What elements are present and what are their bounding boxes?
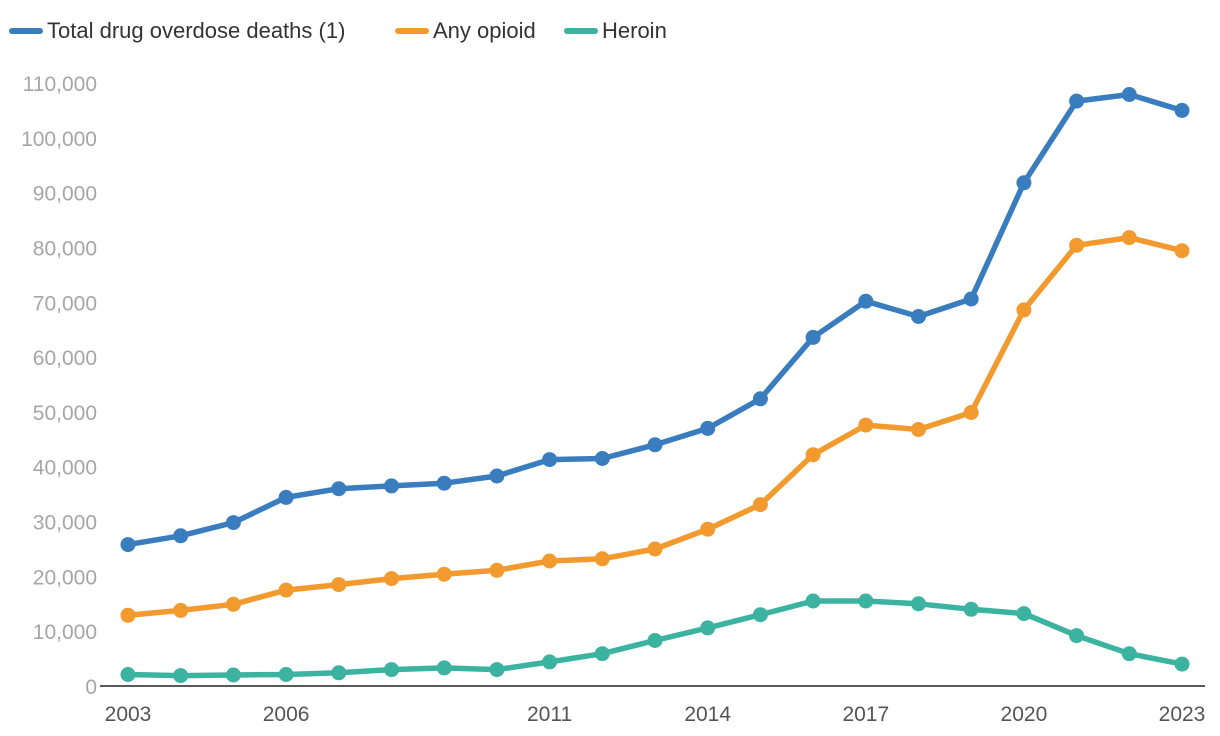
x-axis: 2003 2006 2011 2014 2017 2020 2023: [100, 685, 1206, 726]
data-point-any-opioid-2021: [1069, 237, 1085, 253]
data-point-total-drug-overdose-deaths-1-2020: [1016, 175, 1032, 191]
y-tick-label: 0: [85, 676, 97, 699]
data-point-total-drug-overdose-deaths-1-2003: [120, 537, 136, 553]
data-point-any-opioid-2003: [120, 607, 136, 623]
data-point-any-opioid-2018: [911, 422, 926, 437]
y-tick-label: 80,000: [33, 237, 97, 260]
data-point-total-drug-overdose-deaths-1-2022: [1121, 87, 1137, 102]
data-point-any-opioid-2004: [173, 602, 189, 618]
data-point-heroin-2023: [1174, 656, 1190, 672]
y-tick-label: 40,000: [33, 457, 97, 480]
data-point-any-opioid-2007: [331, 577, 347, 593]
data-point-total-drug-overdose-deaths-1-2021: [1069, 93, 1085, 109]
data-point-heroin-2014: [700, 620, 716, 636]
y-tick-label: 10,000: [33, 621, 97, 644]
data-point-any-opioid-2014: [700, 521, 716, 537]
data-point-total-drug-overdose-deaths-1-2011: [542, 452, 558, 468]
data-point-any-opioid-2012: [594, 551, 610, 567]
series-total-drug-overdose-deaths-1: [120, 87, 1190, 553]
series-group: [120, 87, 1190, 684]
data-point-total-drug-overdose-deaths-1-2018: [911, 309, 926, 324]
data-point-heroin-2011: [542, 654, 558, 670]
data-point-total-drug-overdose-deaths-1-2013: [647, 437, 663, 453]
data-point-heroin-2007: [331, 665, 347, 681]
data-point-any-opioid-2009: [436, 566, 452, 582]
y-tick-label: 100,000: [21, 128, 97, 151]
data-point-any-opioid-2023: [1174, 243, 1190, 259]
x-tick-label: 2006: [263, 703, 310, 726]
x-tick-label: 2003: [105, 703, 152, 726]
data-point-total-drug-overdose-deaths-1-2016: [805, 329, 821, 345]
y-tick-label: 50,000: [33, 402, 97, 425]
y-tick-label: 30,000: [33, 512, 97, 535]
data-point-heroin-2015: [752, 607, 768, 623]
data-point-any-opioid-2022: [1121, 230, 1137, 246]
legend-label: Heroin: [602, 18, 667, 43]
data-point-heroin-2004: [173, 668, 189, 684]
data-point-heroin-2008: [384, 662, 399, 678]
y-axis: 0 10,000 20,000 30,000 40,000 50,000 60,000 70,…: [21, 73, 97, 699]
legend-item-heroin: Heroin: [564, 18, 667, 43]
data-point-any-opioid-2008: [384, 571, 399, 587]
data-point-heroin-2010: [489, 662, 505, 678]
series-heroin: [120, 593, 1190, 684]
x-tick-label: 2011: [527, 703, 572, 726]
data-point-total-drug-overdose-deaths-1-2004: [173, 528, 189, 544]
data-point-heroin-2020: [1016, 606, 1032, 622]
series-line-total-drug-overdose-deaths-1: [125, 91, 1185, 548]
x-tick-label: 2020: [1001, 703, 1048, 726]
y-tick-label: 70,000: [33, 292, 97, 315]
data-point-heroin-2009: [436, 660, 452, 676]
series-any-opioid: [120, 230, 1190, 623]
data-point-heroin-2016: [805, 593, 821, 609]
data-point-heroin-2013: [647, 633, 663, 648]
data-point-any-opioid-2019: [963, 405, 979, 420]
data-point-total-drug-overdose-deaths-1-2014: [700, 420, 716, 436]
series-line-any-opioid: [125, 234, 1185, 619]
data-point-total-drug-overdose-deaths-1-2008: [384, 478, 399, 494]
legend: Total drug overdose deaths (1) Any opioid…: [9, 18, 667, 43]
data-point-heroin-2006: [278, 667, 294, 682]
data-point-total-drug-overdose-deaths-1-2017: [858, 293, 874, 309]
legend-label: Total drug overdose deaths (1): [47, 18, 345, 43]
data-point-total-drug-overdose-deaths-1-2012: [594, 451, 610, 466]
data-point-any-opioid-2020: [1016, 302, 1032, 318]
data-point-total-drug-overdose-deaths-1-2019: [963, 291, 979, 307]
data-point-any-opioid-2005: [225, 596, 241, 612]
x-tick-label: 2017: [842, 703, 889, 726]
data-point-heroin-2017: [858, 593, 874, 609]
data-point-any-opioid-2010: [489, 562, 505, 578]
data-point-total-drug-overdose-deaths-1-2015: [752, 391, 768, 407]
data-point-any-opioid-2006: [278, 582, 294, 598]
y-tick-label: 90,000: [33, 183, 97, 206]
data-point-heroin-2018: [911, 596, 926, 612]
data-point-heroin-2021: [1069, 628, 1085, 644]
data-point-total-drug-overdose-deaths-1-2007: [331, 481, 347, 497]
data-point-any-opioid-2017: [858, 417, 874, 433]
data-point-any-opioid-2015: [752, 497, 768, 513]
data-point-any-opioid-2011: [542, 553, 558, 569]
data-point-any-opioid-2016: [805, 447, 821, 463]
y-tick-label: 110,000: [23, 73, 97, 96]
y-tick-label: 60,000: [33, 347, 97, 370]
y-tick-label: 20,000: [33, 566, 97, 589]
data-point-heroin-2005: [225, 667, 241, 683]
data-point-any-opioid-2013: [647, 541, 663, 557]
data-point-total-drug-overdose-deaths-1-2009: [436, 475, 452, 491]
data-point-heroin-2019: [963, 601, 979, 617]
data-point-total-drug-overdose-deaths-1-2005: [225, 515, 241, 531]
data-point-total-drug-overdose-deaths-1-2023: [1174, 102, 1190, 118]
data-point-heroin-2012: [594, 646, 610, 662]
data-point-heroin-2003: [120, 667, 136, 682]
x-tick-label: 2023: [1159, 703, 1206, 726]
legend-item-total-drug-overdose-deaths-1: Total drug overdose deaths (1): [9, 18, 345, 43]
x-tick-label: 2014: [684, 703, 731, 726]
data-point-total-drug-overdose-deaths-1-2006: [278, 489, 294, 505]
data-point-total-drug-overdose-deaths-1-2010: [489, 468, 505, 484]
legend-item-any-opioid: Any opioid: [395, 18, 536, 43]
legend-label: Any opioid: [433, 18, 536, 43]
data-point-heroin-2022: [1121, 646, 1137, 662]
